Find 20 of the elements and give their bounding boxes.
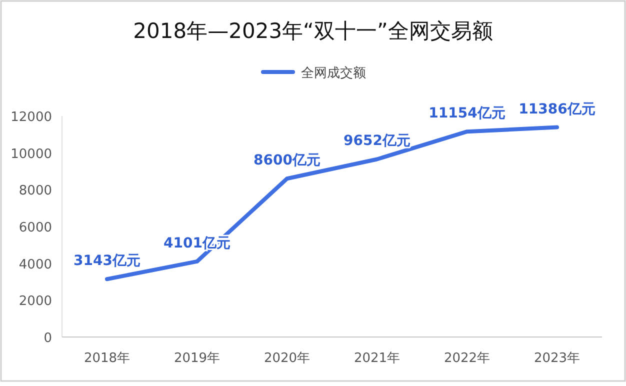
data-label: 8600亿元: [254, 152, 320, 169]
x-tick-label: 2021年: [354, 351, 400, 366]
x-tick-label: 2023年: [534, 351, 580, 366]
y-tick-label: 10000: [10, 146, 52, 162]
chart-title: 2018年—2023年“双十一”全网交易额: [133, 19, 493, 43]
x-tick-label: 2022年: [444, 351, 490, 366]
y-tick-label: 4000: [18, 257, 52, 272]
data-label: 11386亿元: [518, 101, 596, 118]
data-label: 9652亿元: [344, 133, 410, 150]
y-tick-label: 8000: [18, 184, 52, 199]
legend-label: 全网成交额: [301, 65, 366, 81]
y-tick-label: 0: [44, 331, 52, 346]
data-label: 11154亿元: [428, 106, 506, 122]
x-tick-label: 2019年: [174, 351, 220, 366]
data-label: 3143亿元: [74, 253, 140, 270]
y-tick-label: 2000: [18, 294, 52, 310]
y-tick-label: 12000: [10, 110, 52, 125]
y-tick-label: 6000: [18, 220, 52, 236]
x-tick-label: 2020年: [264, 351, 310, 366]
x-tick-label: 2018年: [84, 351, 130, 366]
